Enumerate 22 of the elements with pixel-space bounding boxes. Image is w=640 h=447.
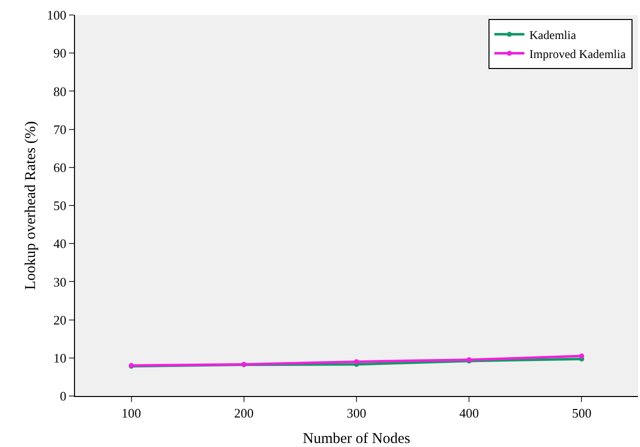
y-tick-label: 80 <box>53 84 66 99</box>
x-tick-label: 300 <box>346 406 366 421</box>
x-tick-label: 400 <box>459 406 479 421</box>
legend-label: Improved Kademlia <box>529 46 626 61</box>
y-tick-label: 90 <box>53 46 66 61</box>
y-tick-label: 100 <box>46 8 66 23</box>
y-tick-label: 50 <box>53 198 66 214</box>
y-tick-label: 70 <box>53 122 66 137</box>
x-tick-label: 500 <box>572 406 592 421</box>
y-tick-label: 40 <box>53 236 66 252</box>
point <box>579 354 584 358</box>
x-tick-label: 100 <box>122 406 142 421</box>
y-tick-label: 10 <box>53 350 66 366</box>
x-tick-label: 200 <box>234 406 254 421</box>
y-axis-title: Lookup overhead Rates (%) <box>23 121 39 290</box>
x-axis-title: Number of Nodes <box>302 431 410 447</box>
y-tick-label: 0 <box>60 388 66 404</box>
y-tick-label: 30 <box>53 274 66 290</box>
y-tick-label: 60 <box>53 160 66 175</box>
y-tick-label: 20 <box>53 312 66 328</box>
point <box>354 359 359 364</box>
legend-label: Kademlia <box>529 28 577 42</box>
